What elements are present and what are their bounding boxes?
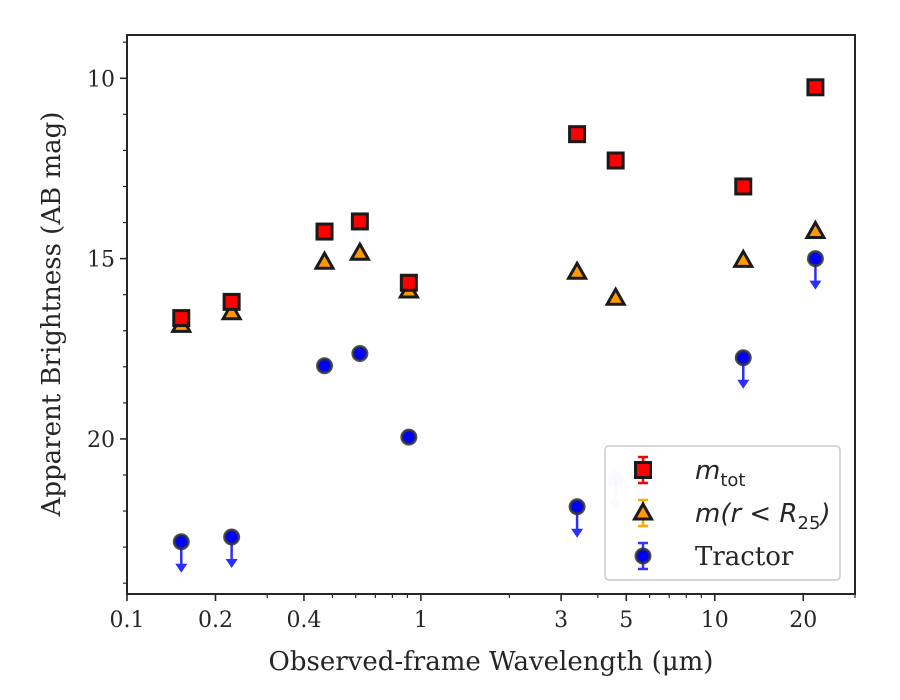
axes-layer: 0.1 0.2 0.4 1 3 5 10 20 10 15 20 [87, 34, 856, 633]
mr25-point [604, 286, 627, 306]
x-tick-label: 0.2 [198, 608, 233, 633]
legend-marker [631, 500, 655, 521]
y-axis-label: Apparent Brightness (AB mag) [37, 112, 67, 518]
x-tick-label: 20 [789, 608, 817, 633]
upper-limit-arrow-head [175, 563, 188, 573]
tractor-point [568, 498, 586, 516]
x-tick-label: 10 [701, 608, 729, 633]
tractor-point [806, 250, 824, 268]
mtot-point [222, 292, 241, 311]
mtot-point [172, 309, 191, 328]
x-axis-label: Observed-frame Wavelength (μm) [269, 647, 714, 677]
mtot-point [734, 177, 753, 196]
mtot-point [606, 151, 625, 170]
mtot-point [806, 78, 825, 97]
tractor-point [400, 428, 418, 446]
legend: mtot m(r < R25) Tractor [604, 445, 841, 581]
mr25-point [348, 241, 371, 261]
upper-limit-arrow-head [737, 379, 750, 389]
mr25-point [566, 260, 589, 280]
legend-label: Tractor [695, 542, 794, 572]
x-tick-label: 0.4 [286, 608, 321, 633]
mtot-point [350, 212, 369, 231]
x-tick-label: 3 [554, 608, 568, 633]
legend-label: mtot [695, 456, 745, 491]
upper-limit-arrow-head [225, 559, 238, 569]
mr25-point [732, 248, 755, 268]
tractor-point [223, 528, 241, 546]
tractor-point [316, 357, 334, 375]
mtot-point [568, 125, 587, 144]
y-tick-label: 20 [87, 428, 115, 453]
mr25-point [313, 250, 336, 270]
upper-limit-arrow-head [809, 280, 822, 290]
legend-marker [634, 547, 652, 565]
legend-box [604, 445, 841, 581]
mr25-point [220, 300, 243, 321]
y-tick-label: 15 [87, 248, 115, 273]
x-tick-label: 0.1 [110, 608, 145, 633]
tractor-point [351, 344, 369, 362]
legend-marker [634, 461, 652, 479]
x-tick-label: 1 [414, 608, 428, 633]
mtot-point [315, 222, 334, 241]
x-tick-label: 5 [619, 608, 633, 633]
legend-label: m(r < R25) [695, 499, 831, 534]
y-tick-label: 10 [87, 67, 115, 92]
mr25-point [804, 219, 827, 240]
tractor-point [172, 533, 190, 551]
plot-frame [126, 34, 856, 595]
marks-layer [170, 78, 827, 573]
tractor-point [734, 349, 752, 367]
upper-limit-arrow-head [571, 528, 584, 538]
mtot-point [399, 273, 418, 292]
